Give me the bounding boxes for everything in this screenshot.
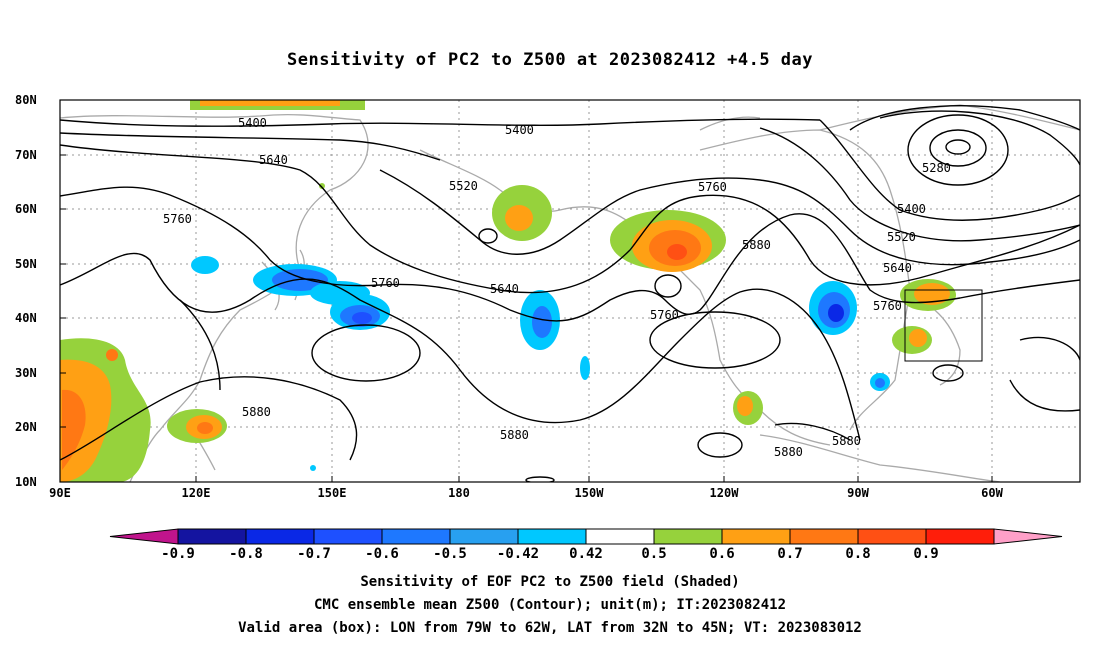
lon-label: 150E <box>318 486 347 500</box>
colorbar-swatch <box>653 528 723 545</box>
colorbar-labels: -0.9 -0.8 -0.7 -0.6 -0.5 -0.42 0.42 0.5 0.6 0.7 0.… <box>161 546 939 562</box>
map-title: Sensitivity of PC2 to Z500 at 2023082412… <box>286 50 813 70</box>
colorbar-tick-label: 0.9 <box>913 546 938 562</box>
colorbar-tick-label: 0.6 <box>709 546 734 562</box>
colorbar <box>109 528 1063 545</box>
contour-label-5880-b: 5880 <box>242 405 271 419</box>
colorbar-tick-label: -0.6 <box>365 546 399 562</box>
sensitivity-shading <box>60 100 956 482</box>
contour-label-5400-c: 5400 <box>897 202 926 216</box>
lat-label: 80N <box>15 93 37 107</box>
footer-line-1: Sensitivity of EOF PC2 to Z500 field (Sh… <box>360 574 740 590</box>
contour-label-5880-c: 5880 <box>500 428 529 442</box>
map-border <box>59 99 1081 483</box>
colorbar-swatch <box>449 528 519 545</box>
colorbar-tick-label: 0.42 <box>569 546 603 562</box>
contour-label-5760-c: 5760 <box>371 276 400 290</box>
contour-label-5880-e: 5880 <box>774 445 803 459</box>
contour-label-5640-b: 5640 <box>883 261 912 275</box>
lon-ticks <box>59 476 993 482</box>
contour-label-5520-a: 5520 <box>449 179 478 193</box>
colorbar-swatch <box>925 528 995 545</box>
colorbar-swatch <box>313 528 383 545</box>
contour-label-5760-b: 5760 <box>163 212 192 226</box>
contour-label-5640-a: 5640 <box>259 153 288 167</box>
valid-area-box <box>904 289 983 362</box>
lon-label: 120W <box>710 486 740 500</box>
lon-label: 90E <box>49 486 71 500</box>
contour-label-5280: 5280 <box>922 161 951 175</box>
colorbar-swatch <box>381 528 451 545</box>
lat-label: 10N <box>15 475 37 489</box>
contour-label-5760-a: 5760 <box>698 180 727 194</box>
colorbar-tick-label: 0.8 <box>845 546 870 562</box>
colorbar-swatch <box>245 528 315 545</box>
contour-labels: 5400 5400 5280 5640 5520 5760 5400 5760 … <box>163 116 951 459</box>
lat-label: 30N <box>15 366 37 380</box>
lat-labels: 80N 70N 60N 50N 40N 30N 20N 10N <box>15 93 37 489</box>
colorbar-tick-label: -0.42 <box>497 546 539 562</box>
lon-label: 120E <box>182 486 211 500</box>
colorbar-swatch <box>789 528 859 545</box>
footer-line-3: Valid area (box): LON from 79W to 62W, L… <box>238 620 862 636</box>
lat-ticks <box>60 99 66 483</box>
colorbar-swatch <box>517 528 587 545</box>
contour-label-5520-b: 5520 <box>887 230 916 244</box>
lat-label: 50N <box>15 257 37 271</box>
lat-label: 60N <box>15 202 37 216</box>
colorbar-tick-label: 0.7 <box>777 546 802 562</box>
footer-line-2: CMC ensemble mean Z500 (Contour); unit(m… <box>313 597 786 613</box>
colorbar-tick-label: 0.5 <box>641 546 666 562</box>
contour-label-5640-c: 5640 <box>490 282 519 296</box>
lat-label: 70N <box>15 148 37 162</box>
contour-label-5400-b: 5400 <box>505 123 534 137</box>
lat-label: 40N <box>15 311 37 325</box>
colorbar-low-end <box>109 528 179 545</box>
z500-contours <box>60 105 1080 482</box>
lon-label: 180 <box>448 486 470 500</box>
colorbar-tick-label: -0.7 <box>297 546 331 562</box>
colorbar-tick-label: -0.8 <box>229 546 263 562</box>
colorbar-tick-label: -0.5 <box>433 546 467 562</box>
lon-labels: 90E 120E 150E 180 150W 120W 90W 60W <box>49 486 1003 500</box>
contour-label-5400-a: 5400 <box>238 116 267 130</box>
lon-label: 150W <box>575 486 605 500</box>
colorbar-swatch <box>857 528 927 545</box>
contour-label-5760-d: 5760 <box>873 299 902 313</box>
lon-label: 90W <box>847 486 869 500</box>
colorbar-tick-label: -0.9 <box>161 546 195 562</box>
contour-label-5760-e: 5760 <box>650 308 679 322</box>
lon-label: 60W <box>981 486 1003 500</box>
contour-label-5880-d: 5880 <box>832 434 861 448</box>
colorbar-high-end <box>993 528 1063 545</box>
colorbar-swatch <box>721 528 791 545</box>
lat-label: 20N <box>15 420 37 434</box>
contour-label-5880-a: 5880 <box>742 238 771 252</box>
colorbar-swatch <box>585 528 655 545</box>
colorbar-swatch <box>177 528 247 545</box>
